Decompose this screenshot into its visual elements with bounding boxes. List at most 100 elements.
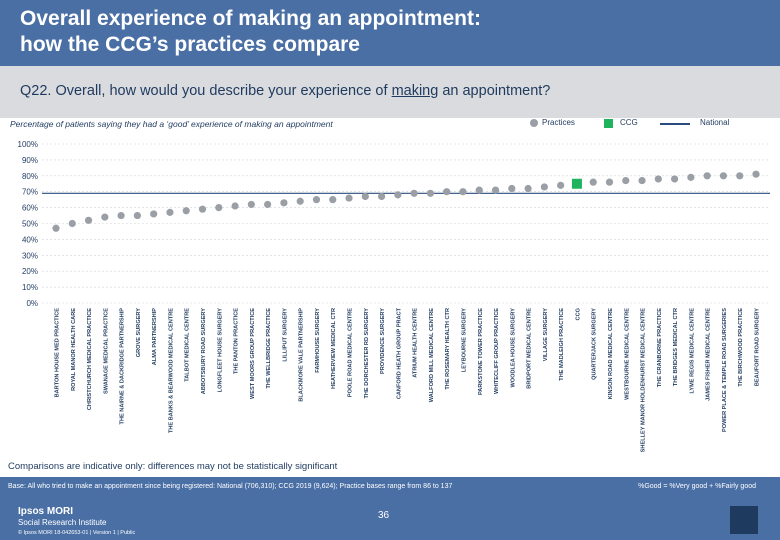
practice-marker	[133, 211, 141, 220]
chart-title: Percentage of patients saying they had a…	[10, 119, 333, 129]
category-label: THE NAIRNE & DACKRIDGE PARTNERSHIP	[120, 308, 126, 425]
legend-ccg-label: CCG	[620, 118, 638, 127]
page-number: 36	[378, 510, 390, 521]
y-tick-label: 30%	[22, 251, 38, 260]
practice-marker	[101, 213, 109, 221]
question-bar	[0, 66, 780, 118]
legend-practices-marker	[530, 119, 538, 127]
base-text: Base: All who tried to make an appointme…	[8, 483, 453, 490]
y-tick-label: 20%	[22, 267, 38, 276]
y-tick-label: 60%	[22, 204, 38, 213]
practice-marker	[736, 172, 744, 180]
category-label: PROVIDENCE SURGERY	[380, 308, 386, 374]
practice-marker	[410, 189, 418, 197]
category-label: BLACKMORE VALE PARTNERSHIP	[299, 308, 305, 402]
category-label: THE CRANBORNE PRACTICE	[657, 308, 663, 388]
category-label: CANFORD HEATH GROUP PRACT	[396, 307, 402, 399]
legend-ccg-marker	[604, 119, 613, 128]
practice-marker	[345, 194, 353, 202]
practice-marker	[231, 202, 239, 210]
practice-marker	[264, 200, 272, 209]
category-label: CCG	[575, 308, 581, 320]
legend-practices-label: Practices	[542, 118, 575, 127]
category-label: ALMA PARTNERSHIP	[152, 308, 158, 365]
category-label: THE PANTON PRACTICE	[234, 308, 240, 374]
legend-national-line	[660, 123, 690, 125]
category-label: LILLIPUT SURGERY	[282, 308, 288, 362]
category-label: WOODLEA HOUSE SURGERY	[510, 308, 516, 388]
practice-marker	[475, 186, 483, 194]
category-label: SHELLEY MANOR HOLDENHURST MEDICAL CENTRE	[641, 308, 647, 453]
category-label: FARMHOUSE SURGERY	[315, 308, 321, 373]
category-label: THE BRIDGES MEDICAL CTR	[673, 308, 679, 386]
practice-marker	[540, 183, 548, 191]
practice-marker	[605, 178, 614, 186]
comparison-note: Comparisons are indicative only: differe…	[8, 461, 338, 472]
category-label: THE BANKS & BEARWOOD MEDICAL CENTRE	[168, 308, 174, 433]
footer-bar	[0, 477, 780, 540]
y-tick-label: 40%	[22, 235, 38, 244]
y-tick-label: 90%	[22, 156, 38, 165]
practice-marker	[150, 210, 158, 218]
practice-marker	[215, 204, 223, 212]
category-label: PARKSTONE TOWER PRACTICE	[478, 308, 484, 395]
practice-marker	[198, 205, 207, 213]
category-label: KINSON ROAD MEDICAL CENTRE	[608, 308, 614, 400]
chart-area: 0% 10% 20% 30% 40% 50% 60% 70% 80% 90% 100% BARTON …	[18, 140, 770, 453]
y-tick-label: 100%	[18, 140, 38, 149]
ccg-marker	[571, 178, 582, 189]
practice-marker	[557, 181, 565, 189]
question-suffix: an appointment?	[438, 83, 551, 99]
practice-marker	[377, 192, 386, 201]
practice-marker	[687, 173, 695, 181]
category-label: LYME REGIS MEDICAL CENTRE	[689, 308, 695, 394]
category-label: BRIDPORT MEDICAL CENTRE	[527, 308, 533, 389]
category-label: ATRIUM HEALTH CENTRE	[413, 308, 419, 378]
category-label: VILLAGE SURGERY	[543, 308, 549, 362]
category-label: HEATHERVIEW MEDICAL CTR	[331, 308, 337, 389]
practice-marker	[394, 191, 402, 199]
practice-marker	[654, 175, 662, 183]
practice-marker	[752, 170, 760, 178]
practice-marker	[312, 196, 321, 204]
category-label: THE DORCHESTER RD SURGERY	[364, 308, 370, 399]
category-label: SWANAGE MEDICAL PRACTICE	[103, 308, 109, 394]
y-tick-label: 10%	[22, 283, 38, 292]
practice-marker	[68, 219, 76, 228]
category-label: GROVE SURGERY	[136, 308, 142, 357]
category-label: WESTBOURNE MEDICAL CENTRE	[624, 308, 630, 400]
practice-marker	[361, 192, 369, 201]
ipsos-logo-box	[730, 506, 758, 534]
practice-marker	[84, 216, 93, 224]
practice-marker	[491, 186, 500, 194]
y-tick-label: 50%	[22, 220, 38, 229]
category-label: THE WELLBRIDGE PRACTICE	[266, 308, 272, 389]
question-prefix: Q22. Overall, how would you describe you…	[20, 83, 392, 99]
category-label: WHITECLIFF GROUP PRACTICE	[494, 308, 500, 394]
category-label: WEST MOORS GROUP PRACTICE	[250, 308, 256, 399]
copyright-text: © Ipsos MORI 18-042653-01 | Version 1 | …	[18, 530, 136, 536]
practice-marker	[638, 176, 646, 185]
question-text: Q22. Overall, how would you describe you…	[20, 81, 550, 101]
category-label: LONGFLEET HOUSE SURGERY	[217, 308, 223, 393]
category-label: ABBOTSBURY ROAD SURGERY	[201, 308, 207, 394]
practice-marker	[622, 176, 630, 185]
practice-marker	[117, 211, 125, 220]
practice-marker	[280, 199, 288, 207]
category-label: CHRISTCHURCH MEDICAL PRACTICE	[87, 308, 93, 410]
practice-marker	[296, 197, 304, 205]
category-label: TALBOT MEDICAL CENTRE	[185, 308, 191, 382]
category-label: BARTON HOUSE MED PRACTICE	[55, 308, 61, 398]
category-label: THE ROSEMARY HEALTH CTR	[445, 308, 451, 390]
practice-marker	[459, 188, 467, 196]
question-underlined: making	[391, 83, 439, 99]
category-label: JAMES FISHER MEDICAL CENTRE	[706, 308, 712, 401]
y-tick-label: 70%	[22, 188, 38, 197]
practice-marker	[426, 189, 435, 197]
category-label: THE MADLEIGH PRACTICE	[559, 308, 565, 381]
practice-marker	[589, 178, 597, 186]
good-key-text: %Good = %Very good + %Fairly good	[638, 483, 756, 490]
practice-marker	[508, 184, 516, 193]
practice-marker	[52, 224, 60, 232]
category-label: POOLE ROAD MEDICAL CENTRE	[348, 308, 354, 397]
